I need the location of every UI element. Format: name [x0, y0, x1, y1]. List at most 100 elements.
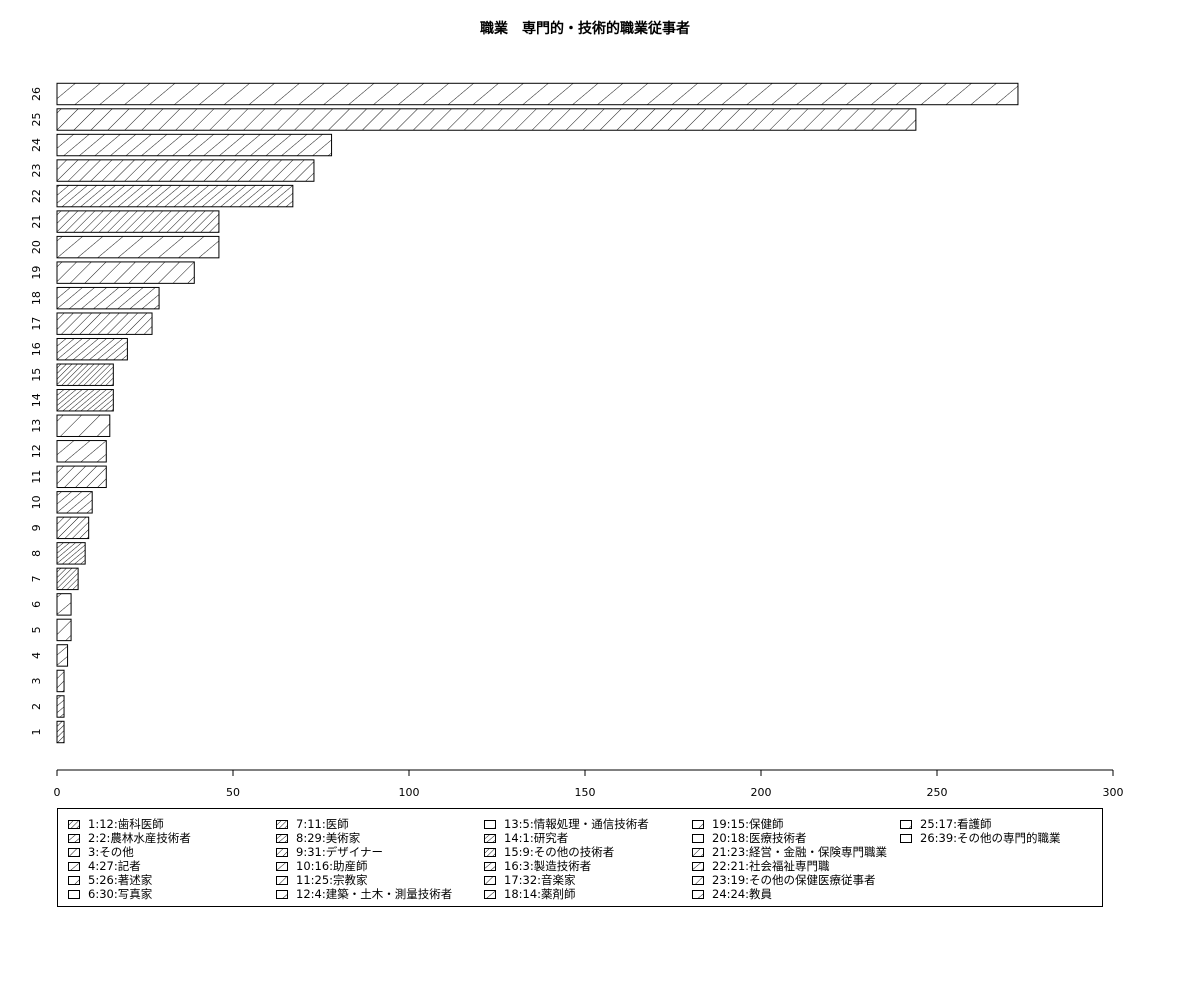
bar-2 — [56, 695, 65, 718]
x-tick-label: 0 — [54, 786, 61, 799]
legend-label: 16:3:製造技術者 — [504, 859, 592, 873]
legend-item: 1:12:歯科医師 — [68, 817, 164, 831]
legend-swatch — [276, 819, 288, 829]
legend-label: 3:その他 — [88, 845, 134, 859]
legend-swatch — [68, 875, 80, 885]
y-tick-label: 2 — [30, 703, 43, 710]
legend-item: 14:1:研究者 — [484, 831, 568, 845]
x-tick-label: 100 — [399, 786, 420, 799]
bar-18 — [56, 286, 160, 310]
x-tick-label: 300 — [1103, 786, 1124, 799]
legend-label: 10:16:助産師 — [296, 859, 368, 873]
y-tick-label: 22 — [30, 189, 43, 203]
legend-label: 11:25:宗教家 — [296, 873, 368, 887]
legend-item: 2:2:農林水産技術者 — [68, 831, 191, 845]
legend-label: 18:14:薬剤師 — [504, 887, 576, 901]
legend-item: 13:5:情報処理・通信技術者 — [484, 817, 649, 831]
legend-swatch — [276, 861, 288, 871]
bar-20 — [56, 235, 220, 259]
legend-item: 10:16:助産師 — [276, 859, 368, 873]
bar-8 — [56, 542, 86, 565]
legend-swatch — [484, 847, 496, 857]
legend-swatch — [692, 833, 704, 843]
legend-item: 21:23:経営・金融・保険専門職業 — [692, 845, 887, 859]
legend-swatch — [484, 819, 496, 829]
legend-label: 20:18:医療技術者 — [712, 831, 807, 845]
legend-label: 13:5:情報処理・通信技術者 — [504, 817, 649, 831]
legend-item: 6:30:写真家 — [68, 887, 152, 901]
y-tick-label: 21 — [30, 215, 43, 229]
legend-swatch — [900, 833, 912, 843]
bar-15 — [56, 363, 114, 386]
bar-9 — [56, 516, 90, 540]
bar-7 — [56, 567, 79, 591]
legend-item: 23:19:その他の保健医療従事者 — [692, 873, 876, 887]
legend-item: 4:27:記者 — [68, 859, 141, 873]
legend-label: 22:21:社会福祉専門職 — [712, 859, 830, 873]
legend-label: 9:31:デザイナー — [296, 845, 383, 859]
legend-item: 25:17:看護師 — [900, 817, 992, 831]
y-tick-label: 5 — [30, 626, 43, 633]
legend-item: 22:21:社会福祉専門職 — [692, 859, 830, 873]
legend-item: 17:32:音楽家 — [484, 873, 576, 887]
y-tick-label: 3 — [30, 677, 43, 684]
y-tick-label: 9 — [30, 524, 43, 531]
bar-3 — [56, 669, 65, 693]
bar-6 — [56, 593, 72, 616]
bar-19 — [56, 261, 195, 284]
legend-swatch — [484, 889, 496, 899]
y-tick-label: 10 — [30, 495, 43, 509]
legend-item: 3:その他 — [68, 845, 134, 859]
bar-12 — [56, 440, 107, 463]
legend-label: 23:19:その他の保健医療従事者 — [712, 873, 876, 887]
bar-10 — [56, 491, 93, 514]
legend-label: 21:23:経営・金融・保険専門職業 — [712, 845, 888, 859]
x-tick-label: 50 — [226, 786, 240, 799]
legend-item: 18:14:薬剤師 — [484, 887, 576, 901]
legend-item: 20:18:医療技術者 — [692, 831, 807, 845]
legend-label: 1:12:歯科医師 — [88, 817, 164, 831]
legend-swatch — [484, 861, 496, 871]
y-tick-label: 1 — [30, 729, 43, 736]
legend-label: 4:27:記者 — [88, 859, 141, 873]
legend-item: 16:3:製造技術者 — [484, 859, 591, 873]
legend-swatch — [484, 875, 496, 885]
legend-swatch — [68, 833, 80, 843]
legend-item: 11:25:宗教家 — [276, 873, 368, 887]
legend-swatch — [692, 889, 704, 899]
y-tick-label: 19 — [30, 266, 43, 280]
bar-23 — [56, 159, 315, 182]
legend-swatch — [68, 847, 80, 857]
y-tick-label: 6 — [30, 601, 43, 608]
bar-16 — [56, 337, 128, 361]
legend-swatch — [900, 819, 912, 829]
bar-26 — [56, 82, 1019, 106]
y-tick-label: 14 — [30, 393, 43, 407]
bar-5 — [56, 618, 72, 642]
bar-14 — [56, 389, 114, 412]
y-tick-label: 15 — [30, 368, 43, 382]
y-tick-label: 26 — [30, 87, 43, 101]
y-tick-label: 23 — [30, 164, 43, 178]
bar-24 — [56, 133, 333, 157]
bar-4 — [56, 644, 69, 667]
bar-11 — [56, 465, 107, 489]
legend-label: 14:1:研究者 — [504, 831, 569, 845]
legend-swatch — [692, 847, 704, 857]
legend-item: 19:15:保健師 — [692, 817, 784, 831]
legend-swatch — [276, 833, 288, 843]
legend-item: 26:39:その他の専門的職業 — [900, 831, 1061, 845]
y-tick-label: 16 — [30, 342, 43, 356]
legend-item: 9:31:デザイナー — [276, 845, 383, 859]
legend-item: 7:11:医師 — [276, 817, 349, 831]
legend-swatch — [68, 889, 80, 899]
legend-swatch — [692, 875, 704, 885]
legend-label: 8:29:美術家 — [296, 831, 361, 845]
legend-label: 7:11:医師 — [296, 817, 349, 831]
legend-swatch — [68, 819, 80, 829]
y-tick-label: 17 — [30, 317, 43, 331]
bar-25 — [56, 108, 917, 131]
legend-item: 8:29:美術家 — [276, 831, 360, 845]
legend-swatch — [276, 875, 288, 885]
y-tick-label: 25 — [30, 113, 43, 127]
